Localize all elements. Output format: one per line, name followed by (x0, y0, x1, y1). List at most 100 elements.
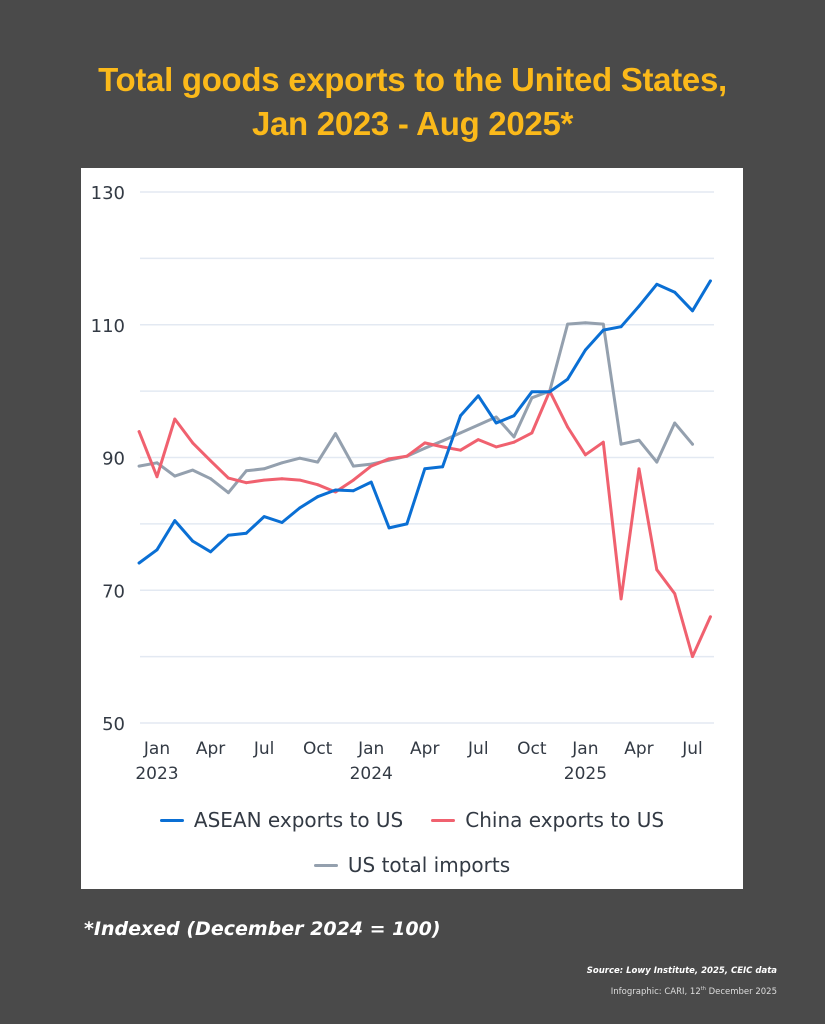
legend-item-us-total[interactable]: US total imports (313, 853, 511, 877)
data-point (673, 290, 677, 294)
data-point (352, 489, 355, 493)
data-point (280, 477, 284, 481)
legend-row-1: ASEAN exports to US China exports to US (81, 808, 743, 832)
data-point (155, 548, 159, 552)
y-tick-label: 110 (91, 316, 125, 337)
data-point (459, 431, 462, 435)
data-point (691, 309, 694, 313)
data-point (584, 321, 587, 325)
data-point (512, 414, 516, 418)
data-point (227, 491, 230, 495)
data-point (655, 568, 659, 572)
data-point (262, 478, 266, 482)
data-point (673, 592, 677, 595)
data-point (459, 414, 462, 418)
data-point (673, 421, 677, 425)
y-axis-ticks: 50 70 90 110 130 (91, 183, 125, 735)
y-tick-label: 130 (91, 183, 125, 204)
data-point (619, 325, 623, 329)
data-point (244, 469, 248, 473)
data-point (637, 304, 641, 308)
series-line-us-total-imports (137, 321, 694, 495)
data-point (334, 432, 337, 435)
legend-swatch-asean (159, 818, 184, 822)
data-point (566, 377, 569, 381)
data-point (298, 506, 302, 510)
data-point (459, 448, 462, 452)
data-point (637, 467, 641, 471)
chart-panel: 50 70 90 110 130 Jan 2023 Apr Jul Oct Jan 2024 Apr J… (81, 168, 743, 889)
data-point (387, 457, 391, 461)
x-tick-label: Apr (624, 739, 653, 759)
data-point (137, 561, 141, 565)
data-point (316, 495, 320, 499)
credit-prefix: Infographic: CARI, 12 (610, 986, 701, 997)
data-point (530, 396, 534, 400)
legend-item-asean[interactable]: ASEAN exports to US (159, 808, 403, 832)
x-axis-ticks: Jan 2023 Apr Jul Oct Jan 2024 Apr Jul Oct Jan 2025 A… (135, 739, 702, 784)
x-tick-label: Jan (571, 739, 598, 759)
data-point (369, 464, 373, 468)
data-point (298, 478, 302, 482)
data-point (423, 467, 427, 471)
data-point (512, 440, 516, 444)
data-point (191, 539, 195, 543)
data-point (494, 421, 498, 425)
data-point (601, 322, 605, 326)
data-point (137, 430, 141, 433)
data-point (369, 480, 373, 484)
credit-suffix: December 2025 (705, 986, 777, 997)
source-text: Source: Lowy Institute, 2025, CEIC data (586, 966, 777, 976)
x-tick-label: Jul (467, 739, 489, 759)
data-point (173, 519, 177, 522)
data-point (619, 597, 623, 601)
data-point (476, 438, 480, 441)
x-tick-label: Jul (253, 739, 275, 759)
data-point (262, 467, 266, 471)
legend-item-china[interactable]: China exports to US (431, 808, 664, 832)
data-point (441, 445, 444, 449)
data-point (655, 282, 659, 286)
data-point (316, 483, 320, 487)
data-point (476, 423, 480, 427)
data-point (137, 464, 141, 468)
series-lines (137, 279, 712, 659)
x-tick-label: Jul (681, 739, 703, 759)
data-point (548, 390, 552, 394)
data-point (262, 515, 266, 518)
index-footnote: *Indexed (December 2024 = 100) (84, 918, 441, 940)
data-point (691, 442, 694, 446)
data-point (405, 522, 409, 526)
data-point (601, 440, 605, 444)
legend-label-us-total: US total imports (347, 853, 511, 877)
data-point (227, 533, 230, 537)
data-point (512, 435, 516, 439)
data-point (191, 468, 195, 472)
data-point (441, 465, 444, 469)
credit-sup: th (700, 986, 706, 992)
data-point (280, 461, 284, 465)
data-point (227, 476, 230, 480)
data-point (530, 431, 534, 435)
data-point (423, 441, 427, 445)
data-point (244, 531, 248, 535)
chart-title-line2: Jan 2023 - Aug 2025* (251, 105, 574, 142)
data-point (316, 460, 320, 464)
data-point (191, 441, 195, 445)
legend-swatch-china (431, 818, 456, 822)
legend-row-2: US total imports (81, 853, 743, 877)
data-point (691, 655, 694, 658)
data-point (584, 348, 587, 352)
x-tick-year-label: 2023 (135, 764, 178, 784)
data-point (476, 394, 480, 398)
data-point (566, 425, 569, 429)
x-tick-label: Apr (196, 739, 225, 759)
y-tick-label: 90 (102, 449, 125, 470)
data-point (494, 445, 498, 449)
data-point (280, 521, 284, 524)
y-tick-label: 70 (102, 581, 125, 602)
data-point (352, 478, 355, 482)
x-tick-label: Oct (517, 739, 547, 759)
data-point (709, 615, 712, 619)
data-point (709, 279, 712, 283)
